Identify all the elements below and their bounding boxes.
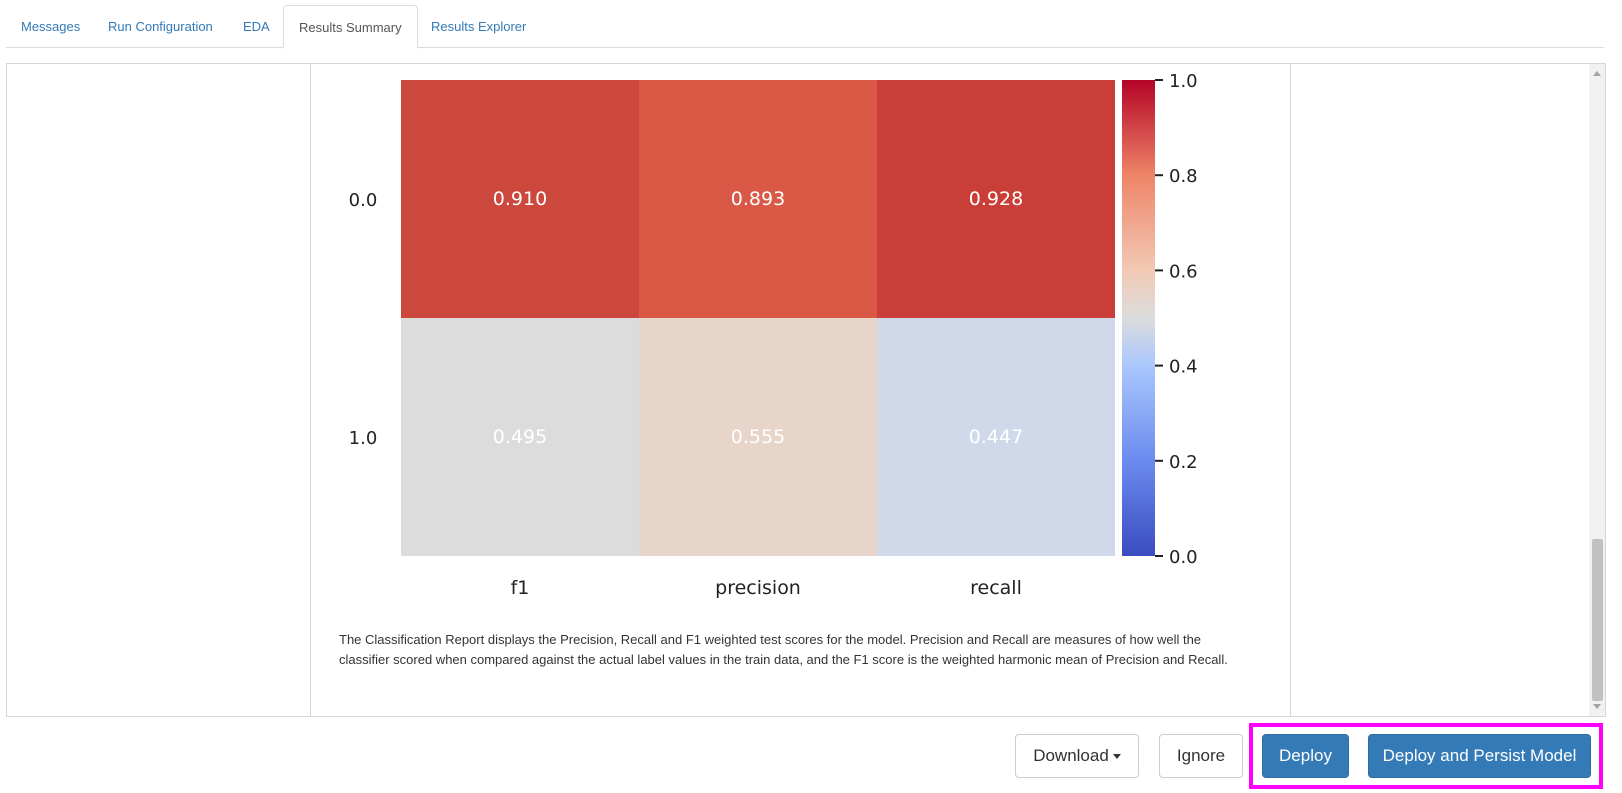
heatmap-column-label: recall: [970, 577, 1022, 599]
deploy-button[interactable]: Deploy: [1262, 734, 1349, 778]
heatmap-cell: [639, 318, 877, 556]
heatmap-cell-value: 0.928: [969, 188, 1023, 210]
highlight-box: [1249, 723, 1603, 789]
heatmap-column-label: f1: [511, 577, 530, 599]
heatmap-cell: [877, 80, 1115, 318]
results-panel: 0.910 0.893 0.928 0.495 0.555 0.447 0.0 1.0 f1…: [6, 63, 1606, 717]
colorbar-tick-label: 0.0: [1169, 547, 1198, 568]
heatmap-cell-value: 0.910: [493, 188, 547, 210]
center-column: 0.910 0.893 0.928 0.495 0.555 0.447 0.0 1.0 f1…: [311, 64, 1291, 716]
scroll-thumb[interactable]: [1592, 539, 1603, 701]
classification-report-description: The Classification Report displays the P…: [339, 632, 1228, 667]
colorbar-tick-label: 0.6: [1169, 261, 1198, 282]
scroll-down-icon[interactable]: [1593, 704, 1601, 709]
left-column: [7, 64, 311, 716]
tab-bar: Messages Run Configuration EDA Results S…: [6, 5, 1604, 49]
colorbar-tick-label: 0.4: [1169, 357, 1198, 378]
download-label: Download: [1033, 746, 1109, 765]
ignore-button[interactable]: Ignore: [1159, 734, 1243, 778]
download-button[interactable]: Download: [1015, 734, 1139, 778]
heatmap-cell-value: 0.555: [731, 426, 785, 448]
tab-eda[interactable]: EDA: [243, 19, 270, 34]
deploy-persist-button[interactable]: Deploy and Persist Model: [1368, 734, 1591, 778]
heatmap-cell: [401, 318, 639, 556]
colorbar-tick-label: 0.8: [1169, 166, 1198, 187]
heatmap-row-label: 0.0: [349, 190, 378, 211]
scroll-up-icon[interactable]: [1593, 71, 1601, 76]
tab-messages[interactable]: Messages: [21, 19, 81, 34]
classification-report-heatmap: 0.910 0.893 0.928 0.495 0.555 0.447 0.0 1.0 f1…: [349, 71, 1198, 599]
heatmap-cell: [639, 80, 877, 318]
tab-results-summary[interactable]: Results Summary: [283, 5, 418, 49]
heatmap-row-label: 1.0: [349, 428, 378, 449]
caret-down-icon: [1112, 754, 1121, 760]
heatmap-cell-value: 0.495: [493, 426, 547, 448]
colorbar-tick-label: 1.0: [1169, 71, 1198, 92]
colorbar-tick-label: 0.2: [1169, 452, 1198, 473]
heatmap-cell: [877, 318, 1115, 556]
heatmap-cell: [401, 80, 639, 318]
vertical-scrollbar[interactable]: [1589, 64, 1605, 716]
heatmap-column-label: precision: [715, 577, 801, 599]
heatmap-cell-value: 0.447: [969, 426, 1023, 448]
tab-results-explorer[interactable]: Results Explorer: [431, 19, 527, 34]
colorbar: [1122, 80, 1155, 556]
heatmap-cell-value: 0.893: [731, 188, 785, 210]
tab-run-configuration[interactable]: Run Configuration: [108, 19, 213, 34]
